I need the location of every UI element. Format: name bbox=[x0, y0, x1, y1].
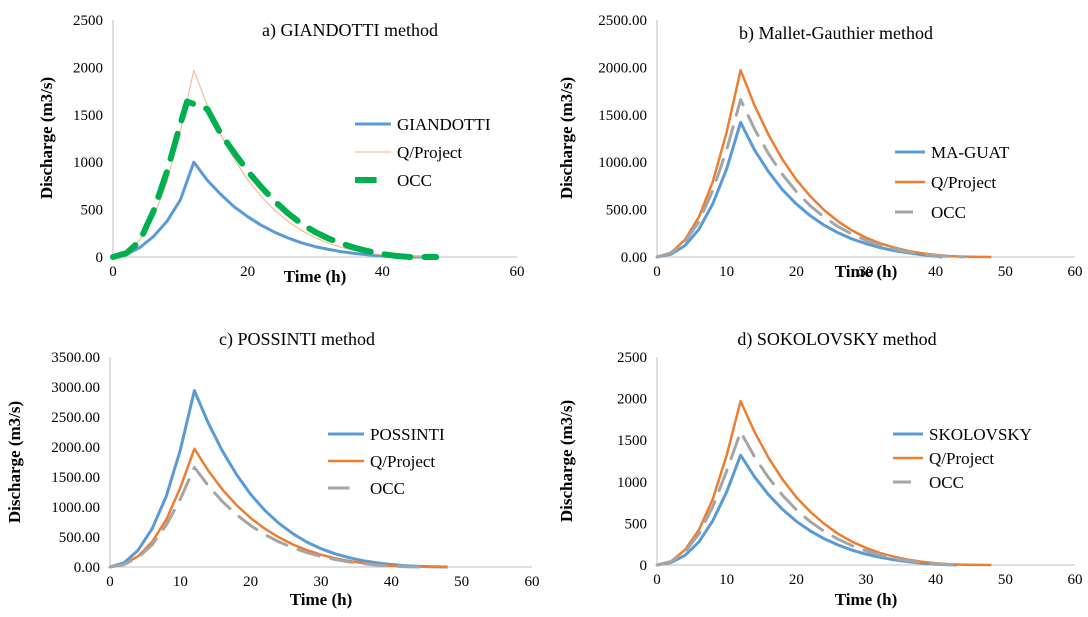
x-tick-label: 0 bbox=[109, 264, 117, 280]
legend-label: SKOLOVSKY bbox=[929, 425, 1032, 444]
x-tick-label: 50 bbox=[998, 264, 1013, 280]
panel-possinti: 0 10 20 30 40 50 60 0.00 500.00 1000.00 1500.00 200… bbox=[5, 329, 540, 609]
y-tick-label: 2500 bbox=[73, 13, 103, 29]
series-line-q-project bbox=[109, 447, 448, 569]
x-tick-label: 60 bbox=[1068, 572, 1083, 588]
y-tick-label: 0.00 bbox=[74, 560, 100, 576]
x-tick-label: 60 bbox=[510, 264, 525, 280]
x-tick-label: 50 bbox=[998, 572, 1013, 588]
y-tick-label: 1000.00 bbox=[598, 155, 647, 171]
x-tick-label: 0 bbox=[653, 264, 661, 280]
y-tick-label: 500 bbox=[625, 516, 648, 532]
y-axis-label: Discharge (m3/s) bbox=[37, 77, 56, 199]
legend-label: OCC bbox=[929, 473, 964, 492]
y-tick-label: 0.00 bbox=[621, 250, 647, 266]
x-tick-label: 20 bbox=[243, 574, 258, 590]
x-tick-label: 30 bbox=[859, 572, 874, 588]
x-tick-label: 20 bbox=[240, 264, 255, 280]
panel-mallet-gauthier: 0 10 20 30 40 50 60 0.00 500.00 1000.00 1500.00 200… bbox=[557, 13, 1083, 281]
x-tick-label: 20 bbox=[789, 264, 804, 280]
y-tick-label: 3500.00 bbox=[51, 350, 100, 366]
y-tick-label: 1500.00 bbox=[598, 108, 647, 124]
series-line-q-project bbox=[656, 68, 992, 259]
x-tick-label: 40 bbox=[375, 264, 390, 280]
legend-label: OCC bbox=[397, 171, 432, 190]
y-tick-label: 2500.00 bbox=[51, 410, 100, 426]
chart-title: c) POSSINTI method bbox=[219, 329, 375, 350]
x-tick-label: 40 bbox=[928, 264, 943, 280]
y-tick-label: 0 bbox=[96, 250, 104, 266]
y-tick-label: 1000.00 bbox=[51, 500, 100, 516]
series-line-occ bbox=[655, 430, 965, 567]
panel-sokolovsky: 0 10 20 30 40 50 60 0 500 1000 1500 2000 2500 Time (h… bbox=[557, 329, 1083, 609]
x-tick-label: 10 bbox=[719, 264, 734, 280]
y-tick-label: 500.00 bbox=[59, 530, 100, 546]
y-tick-label: 1500 bbox=[73, 108, 103, 124]
y-tick-label: 2000 bbox=[73, 60, 103, 76]
legend-label: MA-GUAT bbox=[931, 143, 1010, 162]
series-line-occ bbox=[108, 465, 421, 569]
legend-label: OCC bbox=[370, 479, 405, 498]
y-tick-label: 1000 bbox=[73, 155, 103, 171]
x-axis-label: Time (h) bbox=[284, 267, 347, 286]
y-tick-label: 2000.00 bbox=[598, 60, 647, 76]
x-tick-label: 30 bbox=[314, 574, 329, 590]
series-line-skolovsky bbox=[656, 453, 957, 567]
y-tick-label: 500.00 bbox=[606, 203, 647, 219]
y-tick-label: 1500 bbox=[617, 433, 647, 449]
x-tick-label: 40 bbox=[928, 572, 943, 588]
x-tick-label: 60 bbox=[525, 574, 540, 590]
legend-label: Q/Project bbox=[931, 173, 996, 192]
y-tick-label: 2000 bbox=[617, 392, 647, 408]
legend-label: POSSINTI bbox=[370, 425, 445, 444]
x-axis-label: Time (h) bbox=[835, 262, 898, 281]
legend-label: Q/Project bbox=[370, 452, 435, 471]
x-tick-label: 20 bbox=[789, 572, 804, 588]
x-axis-label: Time (h) bbox=[290, 590, 353, 609]
y-tick-label: 2500 bbox=[617, 350, 647, 366]
legend-label: OCC bbox=[931, 203, 966, 222]
y-tick-label: 2000.00 bbox=[51, 440, 100, 456]
y-axis-label: Discharge (m3/s) bbox=[5, 401, 24, 523]
series-line-occ bbox=[655, 98, 965, 259]
legend-label: GIANDOTTI bbox=[397, 115, 491, 134]
y-tick-label: 1500.00 bbox=[51, 470, 100, 486]
y-tick-label: 3000.00 bbox=[51, 380, 100, 396]
y-tick-label: 0 bbox=[640, 558, 648, 574]
legend-label: Q/Project bbox=[929, 449, 994, 468]
x-tick-label: 10 bbox=[173, 574, 188, 590]
series-line-giandotti bbox=[112, 160, 437, 259]
x-tick-label: 50 bbox=[454, 574, 469, 590]
chart-title: d) SOKOLOVSKY method bbox=[737, 329, 936, 350]
series-line-ma-guat bbox=[656, 120, 943, 259]
y-tick-label: 500 bbox=[81, 203, 104, 219]
x-tick-label: 10 bbox=[719, 572, 734, 588]
x-tick-label: 30 bbox=[859, 264, 874, 280]
y-axis-label: Discharge (m3/s) bbox=[557, 77, 576, 199]
panel-giandotti: 0 20 40 60 0 500 1000 1500 2000 2500 Time (h) Disch… bbox=[37, 13, 525, 286]
chart-title: a) GIANDOTTI method bbox=[262, 20, 438, 41]
series-line-occ bbox=[110, 98, 440, 260]
y-tick-label: 1000 bbox=[617, 475, 647, 491]
y-tick-label: 2500.00 bbox=[598, 13, 647, 29]
x-tick-label: 60 bbox=[1068, 264, 1083, 280]
x-tick-label: 0 bbox=[106, 574, 114, 590]
x-axis-label: Time (h) bbox=[835, 590, 898, 609]
y-axis-label: Discharge (m3/s) bbox=[557, 400, 576, 522]
x-tick-label: 40 bbox=[384, 574, 399, 590]
x-tick-label: 0 bbox=[653, 572, 661, 588]
legend-label: Q/Project bbox=[397, 143, 462, 162]
chart-title: b) Mallet-Gauthier method bbox=[739, 23, 933, 44]
